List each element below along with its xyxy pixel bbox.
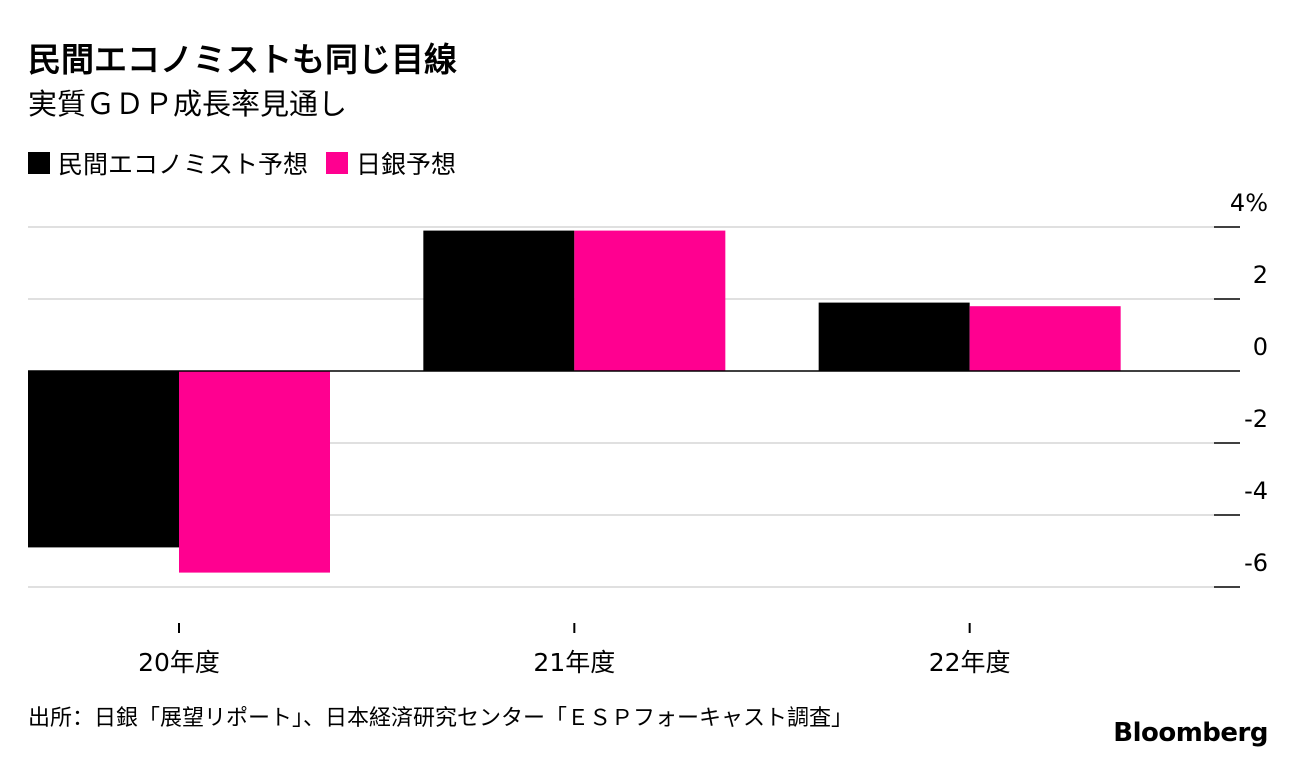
chart-title: 民間エコノミストも同じ目線 (28, 40, 457, 79)
legend-label-private: 民間エコノミスト予想 (58, 150, 309, 179)
y-tick-label: -6 (1244, 549, 1268, 577)
legend: 民間エコノミスト予想 日銀予想 (28, 146, 474, 180)
y-tick-label: -2 (1244, 405, 1268, 433)
x-tick-label: 21年度 (533, 648, 615, 677)
y-tick-label: -4 (1244, 477, 1268, 505)
source-note: 出所：日銀「展望リポート」、日本経済研究センター「ＥＳＰフォーキャスト調査」 (28, 706, 854, 731)
legend-item-private: 民間エコノミスト予想 (28, 145, 308, 181)
legend-item-boj: 日銀予想 (326, 145, 456, 181)
bar-private (818, 302, 970, 371)
bar-boj (574, 230, 726, 371)
x-tick-label: 20年度 (138, 648, 220, 677)
x-tick-label: 22年度 (929, 648, 1011, 677)
chart-subtitle: 実質ＧＤＰ成長率見通し (28, 87, 348, 121)
bar-private (28, 371, 179, 548)
bloomberg-logo: Bloomberg (1113, 718, 1268, 748)
bar-boj (179, 371, 330, 573)
y-tick-label: 2 (1253, 261, 1268, 289)
y-tick-label: 0 (1253, 333, 1268, 361)
legend-label-boj: 日銀予想 (356, 150, 457, 179)
legend-swatch-private (28, 152, 50, 174)
bar-boj (969, 306, 1121, 371)
y-tick-label: 4% (1230, 189, 1268, 217)
bar-private (423, 230, 575, 371)
legend-swatch-boj (326, 152, 349, 174)
